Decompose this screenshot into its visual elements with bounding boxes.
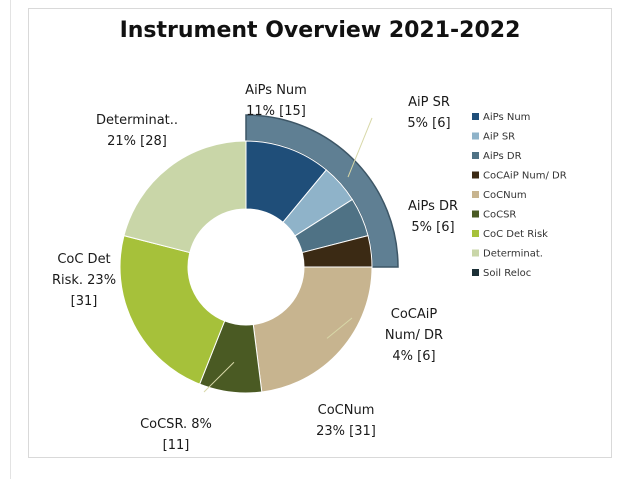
chart-title: Instrument Overview 2021-2022 bbox=[119, 18, 521, 43]
legend-label: AiPs Num bbox=[483, 112, 530, 123]
legend-swatch bbox=[472, 171, 479, 179]
leader-lines bbox=[203, 117, 373, 393]
slice-determinat bbox=[123, 140, 247, 254]
legend-swatch bbox=[472, 210, 479, 218]
legend-label: AiP SR bbox=[483, 132, 515, 143]
slice-cocnum bbox=[252, 266, 373, 393]
data-label-aips-dr: AiPs DR 5% [6] bbox=[408, 199, 458, 235]
legend-swatch bbox=[472, 191, 479, 198]
data-labels: AiPs Num 11% [15] AiP SR 5% [6] AiPs DR 5% [6… bbox=[52, 83, 458, 453]
data-label-aips-num: AiPs Num 11% [15] bbox=[245, 83, 307, 119]
slices-layer bbox=[119, 140, 373, 394]
legend-label: CoCAiP Num/ DR bbox=[483, 171, 567, 182]
legend-swatch bbox=[472, 269, 479, 276]
data-label-cocsr: CoCSR. 8% [11] bbox=[140, 417, 212, 453]
leader-line bbox=[347, 117, 373, 178]
legend-label: Soil Reloc bbox=[483, 268, 531, 279]
leader-line bbox=[326, 317, 353, 339]
data-label-determinat: Determinat.. 21% [28] bbox=[96, 113, 178, 149]
data-label-cocnum: CoCNum 23% [31] bbox=[316, 403, 376, 439]
data-label-coc-det-risk: CoC Det Risk. 23% [31] bbox=[52, 252, 116, 309]
legend-swatch bbox=[472, 152, 479, 159]
legend-swatch bbox=[472, 230, 479, 237]
left-rule bbox=[10, 0, 11, 479]
leader-line bbox=[203, 361, 235, 393]
legend-label: CoCNum bbox=[483, 190, 527, 201]
legend-label: AiPs DR bbox=[483, 151, 522, 162]
legend-label: CoCSR bbox=[483, 210, 516, 221]
legend: AiPs Num AiP SR AiPs DR CoCAiP Num/ DR CoCNu… bbox=[472, 112, 567, 279]
legend-swatch bbox=[472, 249, 479, 257]
legend-label: CoC Det Risk bbox=[483, 229, 548, 240]
legend-swatch bbox=[472, 132, 479, 140]
legend-label: Determinat. bbox=[483, 249, 543, 260]
slice-coc-det-risk bbox=[119, 235, 226, 385]
data-label-cocaip-num-dr: CoCAiP Num/ DR 4% [6] bbox=[385, 307, 443, 364]
data-label-aip-sr: AiP SR 5% [6] bbox=[407, 95, 450, 131]
legend-swatch bbox=[472, 113, 479, 120]
